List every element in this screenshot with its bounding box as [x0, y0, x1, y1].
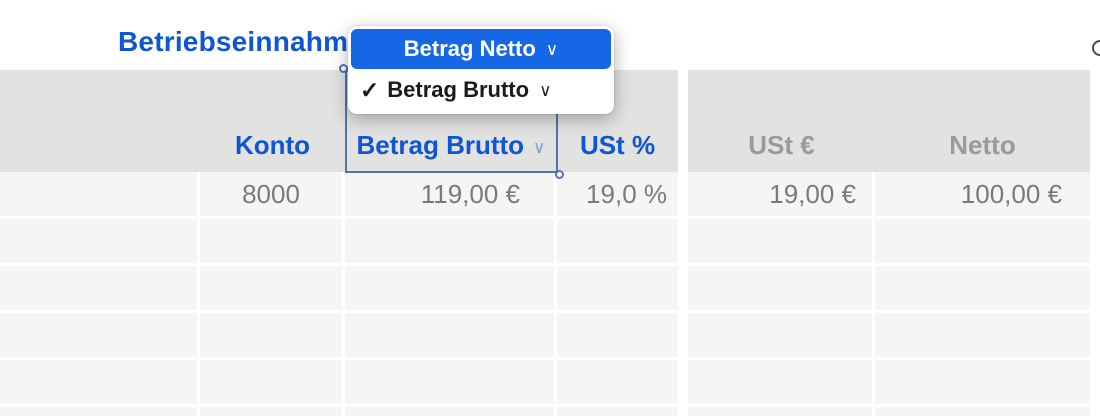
column-header-konto[interactable]: Konto — [200, 70, 345, 172]
column-gap — [678, 360, 688, 404]
table-cell[interactable] — [200, 360, 345, 404]
table-cell[interactable] — [557, 407, 678, 416]
table-cell[interactable] — [200, 266, 345, 310]
chevron-down-icon[interactable]: ∨ — [539, 81, 552, 100]
table-cell[interactable] — [557, 266, 678, 310]
menu-item-label: Betrag Netto — [403, 36, 536, 61]
column-header-label: USt % — [579, 130, 656, 160]
table-row — [0, 313, 1090, 357]
table-body: 8000 119,00 €19,0 % 19,00 €100,00 € — [0, 172, 1090, 416]
table-cell[interactable]: 119,00 € — [345, 172, 557, 216]
table-cell[interactable] — [0, 407, 200, 416]
table-edge-handle[interactable] — [1092, 40, 1100, 56]
menu-item-betrag-netto[interactable]: Betrag Netto ∨ — [351, 29, 611, 69]
table-title[interactable]: Betriebseinnahmen — [118, 26, 382, 57]
table-cell[interactable] — [557, 313, 678, 357]
table-cell[interactable] — [345, 266, 557, 310]
table-cell[interactable] — [557, 360, 678, 404]
table-cell[interactable] — [875, 407, 1090, 416]
table-cell[interactable] — [200, 313, 345, 357]
checkmark-icon: ✓ — [360, 76, 380, 103]
column-header-ust-prozent[interactable]: USt % — [557, 70, 678, 172]
column-gap — [678, 172, 688, 216]
column-header-ust-euro[interactable]: USt € — [688, 70, 875, 172]
table-row: 8000 119,00 €19,0 % 19,00 €100,00 € — [0, 172, 1090, 216]
column-header-netto[interactable]: Netto — [875, 70, 1090, 172]
column-header-label: USt € — [748, 130, 815, 160]
table-cell[interactable] — [345, 219, 557, 263]
table-row — [0, 360, 1090, 404]
column-gap — [678, 313, 688, 357]
column-header-betrag-brutto[interactable]: Betrag Brutto ∨ — [345, 70, 557, 172]
table-cell[interactable]: 100,00 € — [875, 172, 1090, 216]
header-band-right — [688, 70, 1090, 172]
table-cell[interactable] — [345, 407, 557, 416]
column-gap — [678, 266, 688, 310]
table-cell[interactable] — [875, 266, 1090, 310]
table-cell[interactable] — [0, 360, 200, 404]
table-cell[interactable] — [0, 172, 200, 216]
column-header-label: Netto — [949, 130, 1016, 160]
table-cell[interactable] — [875, 360, 1090, 404]
table-cell[interactable] — [688, 313, 875, 357]
table-cell[interactable] — [345, 360, 557, 404]
table-cell[interactable] — [875, 219, 1090, 263]
table-row — [0, 219, 1090, 263]
table-cell[interactable] — [0, 266, 200, 310]
table-cell[interactable] — [345, 313, 557, 357]
table-cell[interactable] — [557, 219, 678, 263]
table-cell[interactable]: 19,0 % — [557, 172, 678, 216]
chevron-down-icon[interactable]: ∨ — [533, 138, 546, 157]
table-cell[interactable] — [688, 266, 875, 310]
column-gap — [678, 407, 688, 416]
table-cell[interactable] — [200, 219, 345, 263]
column-gap — [678, 219, 688, 263]
table-cell[interactable] — [200, 407, 345, 416]
table-cell[interactable] — [688, 360, 875, 404]
column-header-label: Konto — [234, 130, 311, 160]
table-row — [0, 266, 1090, 310]
chevron-down-icon[interactable]: ∨ — [545, 40, 559, 59]
menu-item-label: Betrag Brutto — [387, 77, 530, 102]
table-row — [0, 407, 1090, 416]
column-header-label: Betrag Brutto — [356, 130, 525, 160]
table-cell[interactable]: 8000 — [200, 172, 345, 216]
table-cell[interactable]: 19,00 € — [688, 172, 875, 216]
table-cell[interactable] — [688, 407, 875, 416]
table-cell[interactable] — [688, 219, 875, 263]
table-cell[interactable] — [875, 313, 1090, 357]
header-dropdown-menu: Betrag Netto ∨ ✓ Betrag Brutto ∨ — [348, 26, 614, 114]
menu-item-betrag-brutto[interactable]: ✓ Betrag Brutto ∨ — [351, 69, 611, 111]
table-cell[interactable] — [0, 313, 200, 357]
table-cell[interactable] — [0, 219, 200, 263]
